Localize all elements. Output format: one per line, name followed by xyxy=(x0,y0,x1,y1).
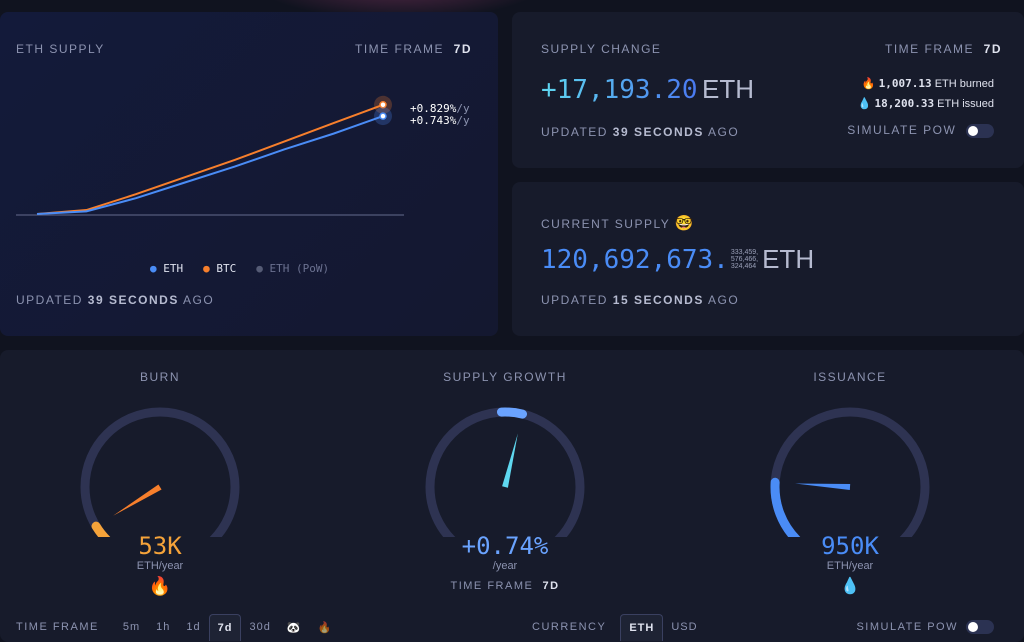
series-line-eth xyxy=(36,115,384,215)
currency-eth[interactable]: ETH xyxy=(620,613,664,641)
gauge-title: ISSUANCE xyxy=(813,370,887,384)
legend-eth[interactable]: ● ETH xyxy=(150,262,184,275)
timeframe-1h[interactable]: 1h xyxy=(156,621,171,633)
gauge-title: BURN xyxy=(139,370,180,384)
updated-text: UPDATED 39 SECONDS AGO xyxy=(541,125,740,139)
nerd-face-icon: 🤓 xyxy=(674,215,696,232)
card-title: CURRENT SUPPLY 🤓 xyxy=(541,215,696,232)
issuance-gauge-dial xyxy=(770,407,930,545)
legend-btc[interactable]: ● BTC xyxy=(203,262,237,275)
chart-end-labels: +0.829%/y +0.743%/y xyxy=(410,102,470,127)
gauges-card xyxy=(0,350,1024,642)
gauge-track xyxy=(425,407,585,545)
timeframe-indicator: TIME FRAME 7d xyxy=(884,42,1002,56)
card-title: ETH SUPPLY xyxy=(16,42,105,56)
card-title: SUPPLY CHANGE xyxy=(541,42,662,56)
supply-chart xyxy=(16,95,404,216)
gauge-value: +0.74% xyxy=(461,532,549,560)
supply-change-card: SUPPLY CHANGE TIME FRAME 7d +17,193.20 E… xyxy=(512,12,1024,168)
gauge-fill xyxy=(496,407,528,419)
gauge-value: 950K xyxy=(821,532,879,560)
timeframe-1d[interactable]: 1d xyxy=(186,621,201,633)
legend-eth-pow[interactable]: ● ETH (PoW) xyxy=(256,262,330,275)
burn-gauge: BURN 53K ETH/year 🔥 xyxy=(60,370,260,597)
chart-legend: ● ETH ● BTC ● ETH (PoW) xyxy=(150,262,329,275)
simulate-pow-footer-toggle[interactable]: SIMULATE PoW xyxy=(848,612,994,642)
fire-icon: 🔥 xyxy=(148,576,172,596)
ultrasound-fire-icon[interactable]: 🔥 xyxy=(317,621,333,634)
eth-supply-card: ETH SUPPLY TIME FRAME 7d +0.829%/y +0.74… xyxy=(0,12,498,336)
timeframe-indicator: TIME FRAME 7d xyxy=(354,42,472,56)
timeframe-7d[interactable]: 7d xyxy=(208,613,242,641)
currency-selector: CURRENCY ETH USD xyxy=(524,612,706,642)
droplet-icon: 💧 xyxy=(857,98,872,110)
timeframe-30d[interactable]: 30d xyxy=(249,621,271,633)
gauge-track xyxy=(80,407,240,545)
fire-icon: 🔥 xyxy=(861,78,876,90)
currency-label: CURRENCY xyxy=(532,621,607,633)
droplet-icon: 💧 xyxy=(840,578,860,595)
gauge-track xyxy=(770,407,930,545)
supply-growth-gauge-dial xyxy=(425,407,585,545)
simulate-pow-toggle[interactable]: SIMULATE PoW xyxy=(847,123,994,138)
gauge-title: SUPPLY GROWTH xyxy=(443,370,567,384)
supply-change-value: +17,193.20 ETH xyxy=(541,74,754,105)
burn-gauge-dial xyxy=(80,407,240,545)
end-point-btc xyxy=(379,101,387,109)
updated-text: UPDATED 39 SECONDS AGO xyxy=(16,293,215,307)
series-line-btc xyxy=(36,103,384,215)
current-supply-value: 120,692,673. 333,459, 576,466, 324,464 ETH xyxy=(541,244,815,275)
timeframe-5m[interactable]: 5m xyxy=(122,621,141,633)
gauge-fill xyxy=(91,521,112,545)
timeframe-selector: TIME FRAME 5m 1h 1d 7d 30d 🐼 🔥 xyxy=(8,612,340,642)
issuance-gauge: ISSUANCE 950K ETH/year 💧 xyxy=(750,370,950,596)
gauge-fill xyxy=(770,477,802,545)
currency-usd[interactable]: USD xyxy=(671,621,698,633)
gauge-unit: ETH/year xyxy=(136,560,184,572)
burn-issue-summary: 🔥 1,007.13 ETH burned 💧 18,200.33 ETH is… xyxy=(857,77,994,110)
gauge-unit: ETH/year xyxy=(826,560,874,572)
gauge-unit: /year xyxy=(492,560,518,572)
gauge-needle xyxy=(113,484,162,516)
supply-growth-gauge: SUPPLY GROWTH +0.74% /year TIME FRAME 7d xyxy=(405,370,605,592)
gauge-needle xyxy=(502,433,518,488)
panda-icon[interactable]: 🐼 xyxy=(286,621,302,634)
gauge-value: 53K xyxy=(138,532,182,560)
gauge-needle xyxy=(795,483,851,490)
updated-text: UPDATED 15 SECONDS AGO xyxy=(541,293,740,307)
current-supply-card: CURRENT SUPPLY 🤓 120,692,673. 333,459, 57… xyxy=(512,182,1024,336)
end-point-eth xyxy=(379,112,387,120)
timeframe-indicator: TIME FRAME 7d xyxy=(450,580,560,592)
timeframe-label: TIME FRAME xyxy=(16,621,99,633)
